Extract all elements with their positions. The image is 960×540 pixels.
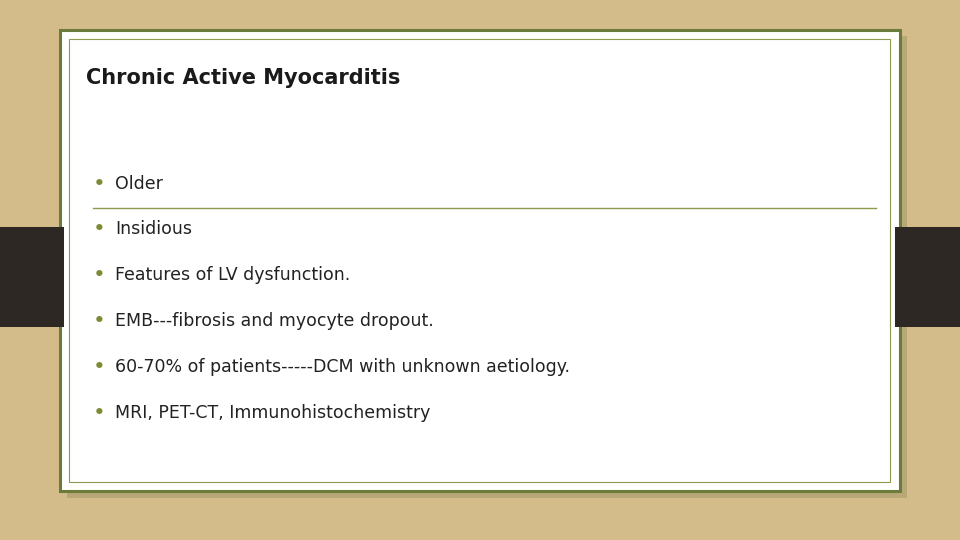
Text: Older: Older <box>115 174 163 193</box>
Text: •: • <box>93 403 106 423</box>
Text: •: • <box>93 219 106 240</box>
Bar <box>69 39 890 482</box>
Text: •: • <box>93 173 106 194</box>
Text: EMB---fibrosis and myocyte dropout.: EMB---fibrosis and myocyte dropout. <box>115 312 434 330</box>
Text: Features of LV dysfunction.: Features of LV dysfunction. <box>115 266 350 285</box>
Text: MRI, PET-CT, Immunohistochemistry: MRI, PET-CT, Immunohistochemistry <box>115 404 431 422</box>
Text: Insidious: Insidious <box>115 220 192 239</box>
Text: •: • <box>93 311 106 332</box>
Bar <box>0 227 64 327</box>
Bar <box>67 36 907 498</box>
Text: 60-70% of patients-----DCM with unknown aetiology.: 60-70% of patients-----DCM with unknown … <box>115 358 570 376</box>
Text: •: • <box>93 357 106 377</box>
Bar <box>60 30 900 491</box>
Text: Chronic Active Myocarditis: Chronic Active Myocarditis <box>86 68 400 87</box>
Bar <box>895 227 960 327</box>
Text: •: • <box>93 265 106 286</box>
